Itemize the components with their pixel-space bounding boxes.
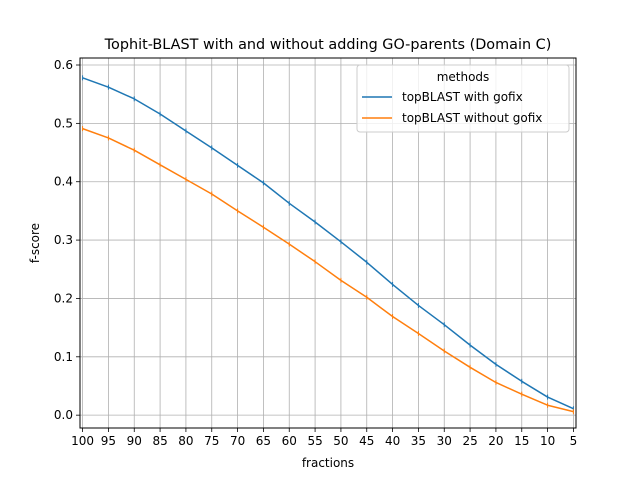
x-tick-label: 70: [230, 434, 245, 448]
legend-box: [356, 64, 570, 133]
axis-ticks: 100 95 90 85 80 75 70 65 60 55 50 45 40 35 30 25 20 15 10 5…: [54, 58, 577, 448]
series-line-with-gofix: [82, 77, 574, 410]
series-line-without-gofix: [82, 127, 574, 413]
chart-title: Tophit-BLAST with and without adding GO-…: [104, 37, 552, 53]
y-tick-label: 0.0: [54, 408, 73, 422]
x-tick-label: 60: [282, 434, 297, 448]
x-tick-label: 75: [204, 434, 219, 448]
x-tick-label: 100: [71, 434, 94, 448]
x-tick-label: 35: [411, 434, 426, 448]
x-tick-label: 55: [307, 434, 322, 448]
x-tick-label: 15: [514, 434, 529, 448]
y-tick-label: 0.3: [54, 233, 73, 247]
x-tick-label: 20: [488, 434, 503, 448]
y-tick-label: 0.2: [54, 291, 73, 305]
x-tick-label: 85: [152, 434, 167, 448]
y-tick-label: 0.1: [54, 350, 73, 364]
legend-label-without-gofix: topBLAST without gofix: [402, 111, 542, 125]
y-tick-label: 0.5: [54, 116, 73, 130]
x-tick-label: 45: [359, 434, 374, 448]
x-tick-label: 65: [256, 434, 271, 448]
x-tick-label: 30: [437, 434, 452, 448]
x-tick-label: 25: [462, 434, 477, 448]
x-axis-label: fractions: [302, 456, 354, 470]
x-tick-label: 10: [540, 434, 555, 448]
y-tick-label: 0.6: [54, 58, 73, 72]
legend-title: methods: [437, 70, 490, 84]
x-tick-label: 80: [178, 434, 193, 448]
x-tick-label: 50: [333, 434, 348, 448]
x-tick-label: 40: [385, 434, 400, 448]
x-tick-label: 95: [101, 434, 116, 448]
plot-frame: [79, 57, 577, 429]
y-axis-label: f-score: [28, 223, 42, 263]
y-tick-label: 0.4: [54, 175, 73, 189]
series-lines: [82, 75, 574, 415]
x-tick-label: 90: [127, 434, 142, 448]
legend-label-with-gofix: topBLAST with gofix: [402, 90, 523, 104]
x-tick-label: 5: [570, 434, 578, 448]
legend: methods topBLAST with gofix topBLAST wit…: [356, 64, 570, 133]
